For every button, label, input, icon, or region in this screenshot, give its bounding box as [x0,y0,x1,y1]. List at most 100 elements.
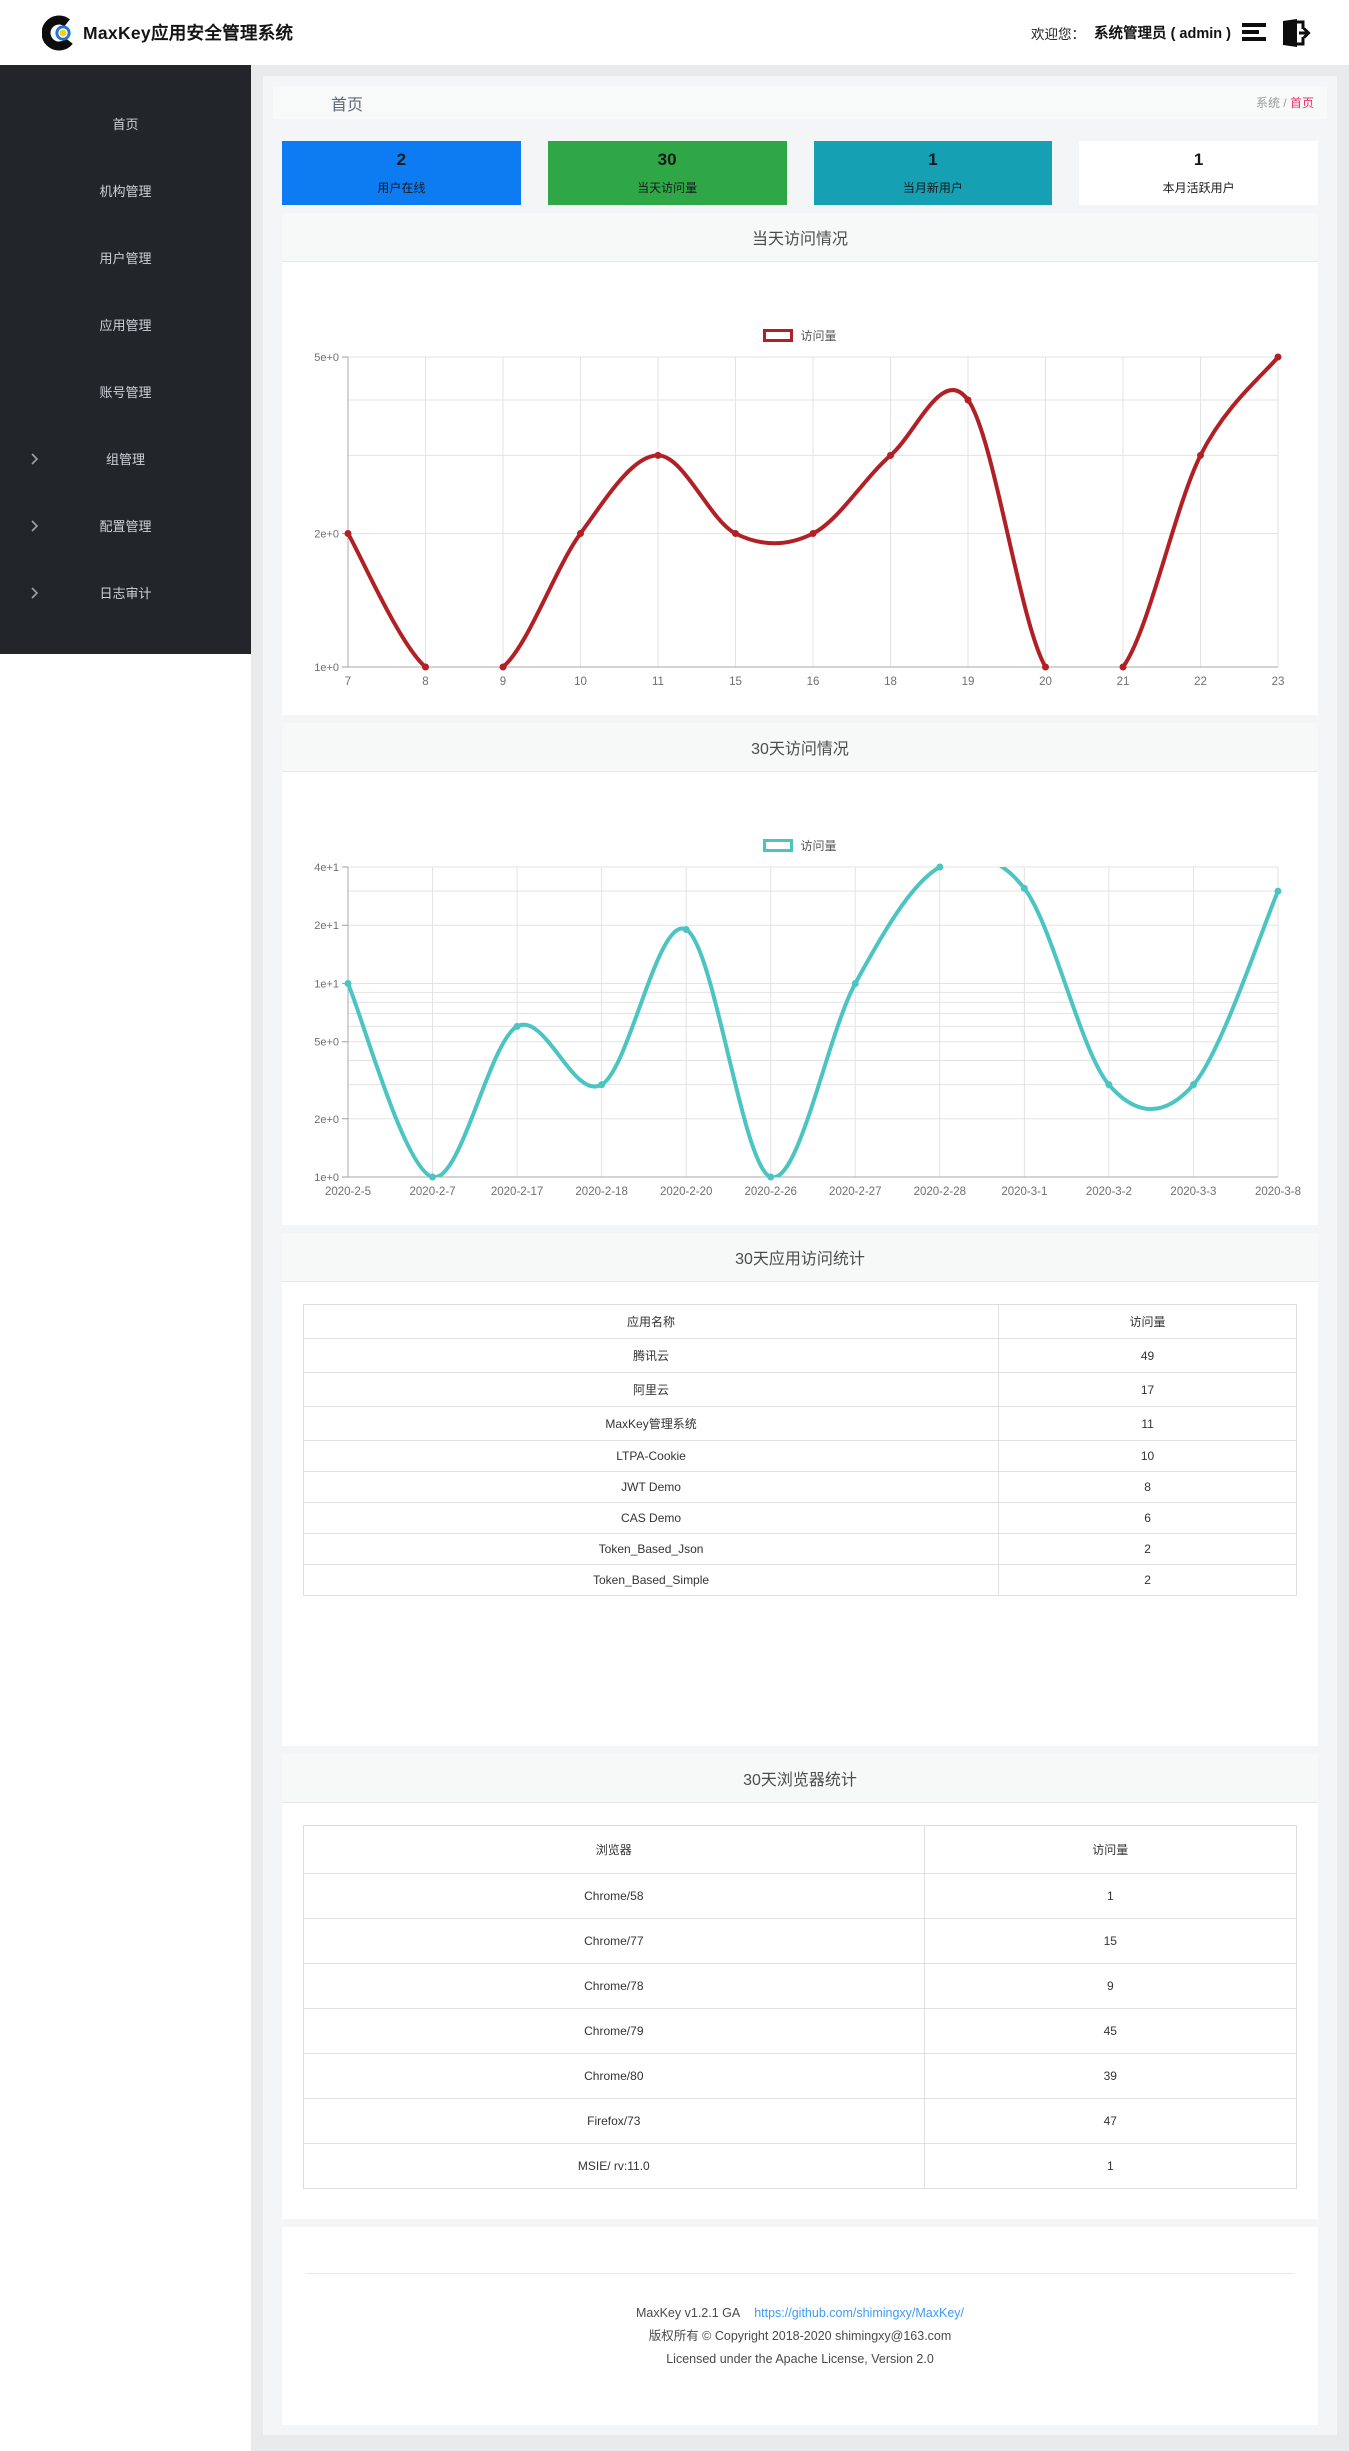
legend-swatch[interactable] [763,838,794,852]
logout-icon[interactable] [1279,18,1311,48]
panel-title: 30天访问情况 [282,723,1318,772]
svg-text:9: 9 [500,676,506,688]
table-row: Chrome/77 15 [303,1918,1297,1964]
svg-text:1e+0: 1e+0 [314,1172,339,1184]
table-row: Chrome/79 45 [303,2008,1297,2054]
stat-label: 本月活跃用户 [1162,181,1235,195]
browser-stats-table: 浏览器 访问量 Chrome/58 1 Chrome/77 15 Chrome/78 9 C… [303,1825,1297,2189]
svg-text:2020-2-20: 2020-2-20 [660,1186,712,1198]
table-cell: Chrome/80 [303,2053,925,2099]
sidebar: 首页 机构管理 用户管理 应用管理 账号管理 组管理 配置管理 日志审计 [0,65,251,654]
table-cell: Chrome/77 [303,1918,925,1964]
table-cell: 15 [924,1918,1297,1964]
user-area: 欢迎您： 系统管理员 ( admin ) [1031,18,1311,48]
page-title: 首页 [331,96,364,114]
svg-text:2020-2-18: 2020-2-18 [575,1186,627,1198]
main-content: 首页 系统 / 首页 2 用户在线 30 当天访问量 1 当月新用户 1 本月活… [251,65,1349,2451]
legend-label[interactable]: 访问量 [800,328,837,343]
stat-label: 用户在线 [377,181,426,195]
panel-30day-visits: 30天访问情况 访问量 2020-2-5 2020-2-7 2020-2-17 202… [282,723,1318,1225]
table-cell: CAS Demo [303,1502,1000,1534]
svg-text:22: 22 [1194,676,1207,688]
sidebar-item-app-management[interactable]: 应用管理 [0,291,251,358]
line-chart-today: 7 8 9 10 11 15 16 18 19 20 21 22 23 1e+0 2e+0 5e+0 [314,352,1284,688]
sidebar-item-label: 账号管理 [99,385,152,400]
github-link[interactable]: https://github.com/shimingxy/MaxKey/ [754,2306,965,2320]
table-cell: 腾讯云 [303,1338,1000,1373]
table-cell: 9 [924,1963,1297,2009]
svg-text:15: 15 [729,676,742,688]
svg-text:2e+1: 2e+1 [314,920,339,932]
panel-title: 30天浏览器统计 [282,1754,1318,1803]
svg-text:4e+1: 4e+1 [314,862,339,874]
table-cell: Firefox/73 [303,2098,925,2144]
sidebar-item-label: 配置管理 [99,519,152,534]
sidebar-item-config-management[interactable]: 配置管理 [0,492,251,559]
current-user: 系统管理员 ( admin ) [1094,26,1231,42]
footer: MaxKey v1.2.1 GA https://github.com/shimi… [282,2227,1318,2425]
content-header: 首页 系统 / 首页 [273,86,1327,119]
stat-value: 1 [928,150,938,169]
column-header: 访问量 [998,1304,1297,1339]
svg-text:2020-2-17: 2020-2-17 [491,1186,543,1198]
table-row: Chrome/58 1 [303,1873,1297,1919]
sidebar-item-user-management[interactable]: 用户管理 [0,224,251,291]
maxkey-logo-icon [41,14,80,52]
table-row: JWT Demo 8 [303,1471,1297,1503]
svg-text:16: 16 [807,676,820,688]
sidebar-item-home[interactable]: 首页 [0,90,251,157]
breadcrumb: 系统 / 首页 [1256,94,1314,111]
sidebar-item-label: 用户管理 [99,251,152,266]
table-cell: 45 [924,2008,1297,2054]
panel-today-visits: 当天访问情况 访问量 7 8 9 10 11 15 16 18 19 20 21 22 23 1e+0 2e… [282,213,1318,715]
stat-label: 当月新用户 [902,181,963,195]
app-stats-table: 应用名称 访问量 腾讯云 49 阿里云 17 MaxKey管理系统 11 LTPA-Cook… [303,1304,1297,1596]
column-header: 浏览器 [303,1825,925,1874]
breadcrumb-root-link[interactable]: 系统 [1255,96,1280,110]
table-cell: LTPA-Cookie [303,1440,1000,1472]
svg-text:18: 18 [884,676,897,688]
sidebar-item-account-management[interactable]: 账号管理 [0,358,251,425]
content-wrapper: 首页 系统 / 首页 2 用户在线 30 当天访问量 1 当月新用户 1 本月活… [263,76,1337,2435]
breadcrumb-separator: / [1279,96,1290,110]
sidebar-item-org-management[interactable]: 机构管理 [0,157,251,224]
app-title: MaxKey应用安全管理系统 [83,23,294,43]
table-row: MSIE/ rv:11.0 1 [303,2143,1297,2189]
stat-card-active-users-month: 1 本月活跃用户 [1079,141,1318,205]
table-cell: 2 [998,1564,1297,1596]
browser-stats-table-container: 浏览器 访问量 Chrome/58 1 Chrome/77 15 Chrome/78 9 C… [282,1803,1318,2219]
table-cell: 1 [924,1873,1297,1919]
breadcrumb-current-link[interactable]: 首页 [1289,96,1314,110]
svg-text:20: 20 [1039,676,1052,688]
sidebar-item-log-audit[interactable]: 日志审计 [0,559,251,626]
legend-swatch[interactable] [763,328,794,342]
stat-cards-row: 2 用户在线 30 当天访问量 1 当月新用户 1 本月活跃用户 [282,141,1318,205]
svg-text:2020-2-26: 2020-2-26 [745,1186,797,1198]
svg-text:1e+1: 1e+1 [314,978,339,990]
chart-legend: 访问量 [282,328,1318,343]
svg-text:11: 11 [652,676,664,688]
table-cell: Chrome/58 [303,1873,925,1919]
brand: MaxKey应用安全管理系统 [41,14,294,52]
panel-browser-stats: 30天浏览器统计 浏览器 访问量 Chrome/58 1 Chrome/77 15 Ch… [282,1754,1318,2219]
svg-text:8: 8 [422,676,428,688]
table-cell: 39 [924,2053,1297,2099]
svg-text:2e+0: 2e+0 [314,528,339,540]
table-cell: 6 [998,1502,1297,1534]
table-cell: 阿里云 [303,1372,1000,1407]
panel-title: 当天访问情况 [282,213,1318,262]
legend-label[interactable]: 访问量 [800,838,837,853]
table-header-row: 浏览器 访问量 [303,1825,1297,1874]
sidebar-item-label: 组管理 [105,452,145,467]
today-visits-chart: 访问量 7 8 9 10 11 15 16 18 19 20 21 22 23 1e+0 2e+0 5e+0 [282,262,1318,715]
footer-line-version: MaxKey v1.2.1 GA https://github.com/shimi… [282,2302,1318,2325]
footer-line-copyright: 版权所有 © Copyright 2018-2020 shimingxy@163… [648,2329,952,2343]
stat-card-new-users-month: 1 当月新用户 [813,141,1053,205]
stat-value: 2 [396,150,407,169]
sidebar-item-label: 应用管理 [99,318,152,333]
chevron-right-icon [30,519,39,532]
stat-value: 1 [1193,150,1204,169]
table-cell: MaxKey管理系统 [303,1406,1000,1441]
menu-list-icon[interactable] [1240,19,1270,47]
sidebar-item-group-management[interactable]: 组管理 [0,425,251,492]
